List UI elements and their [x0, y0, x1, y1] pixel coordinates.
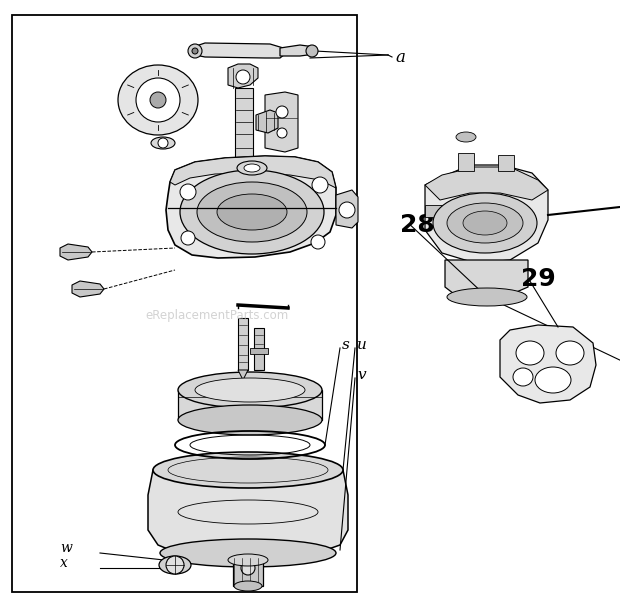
Text: eReplacementParts.com: eReplacementParts.com	[145, 309, 289, 322]
Ellipse shape	[118, 65, 198, 135]
Circle shape	[188, 44, 202, 58]
Ellipse shape	[513, 368, 533, 386]
Circle shape	[136, 78, 180, 122]
Bar	[458, 153, 474, 171]
Polygon shape	[190, 43, 290, 58]
Polygon shape	[280, 45, 315, 56]
Bar	[12, 15, 357, 592]
Polygon shape	[336, 190, 358, 228]
Circle shape	[312, 177, 328, 193]
Polygon shape	[256, 110, 278, 133]
Polygon shape	[148, 470, 348, 555]
Ellipse shape	[217, 194, 287, 230]
Polygon shape	[500, 325, 596, 403]
Circle shape	[277, 128, 287, 138]
Ellipse shape	[197, 182, 307, 242]
Polygon shape	[72, 281, 104, 297]
Polygon shape	[60, 244, 92, 260]
Ellipse shape	[463, 211, 507, 235]
Text: x: x	[60, 556, 68, 570]
Text: 29: 29	[521, 267, 556, 291]
Circle shape	[158, 138, 168, 148]
Circle shape	[192, 48, 198, 54]
Ellipse shape	[234, 560, 262, 576]
Circle shape	[311, 235, 325, 249]
Bar	[233, 558, 263, 586]
Bar	[178, 390, 322, 420]
Circle shape	[306, 45, 318, 57]
Ellipse shape	[535, 367, 571, 393]
Ellipse shape	[178, 405, 322, 435]
Circle shape	[166, 556, 184, 574]
Circle shape	[241, 561, 255, 575]
Bar	[250, 348, 268, 354]
Bar	[235, 88, 253, 163]
Ellipse shape	[160, 539, 336, 567]
Polygon shape	[445, 260, 528, 297]
Circle shape	[339, 202, 355, 218]
Bar	[238, 318, 248, 370]
Ellipse shape	[195, 378, 305, 402]
Text: a: a	[395, 49, 405, 66]
Circle shape	[276, 106, 288, 118]
Ellipse shape	[447, 203, 523, 243]
Ellipse shape	[456, 132, 476, 142]
Circle shape	[180, 184, 196, 200]
Text: s: s	[342, 338, 350, 352]
Circle shape	[150, 92, 166, 108]
Polygon shape	[170, 156, 336, 188]
Ellipse shape	[178, 372, 322, 408]
Text: 28: 28	[400, 212, 435, 237]
Ellipse shape	[234, 581, 262, 591]
Ellipse shape	[447, 288, 527, 306]
Polygon shape	[425, 165, 548, 263]
Polygon shape	[166, 156, 336, 258]
Ellipse shape	[232, 159, 256, 169]
Ellipse shape	[151, 137, 175, 149]
Ellipse shape	[228, 554, 268, 566]
Polygon shape	[238, 370, 248, 380]
Ellipse shape	[556, 341, 584, 365]
Text: v: v	[357, 368, 366, 382]
Ellipse shape	[433, 193, 537, 253]
Polygon shape	[425, 167, 548, 200]
Bar	[254, 328, 264, 370]
Text: u: u	[357, 338, 367, 352]
Bar	[425, 205, 443, 217]
Ellipse shape	[237, 161, 267, 175]
Polygon shape	[228, 64, 258, 88]
Ellipse shape	[180, 170, 324, 254]
Ellipse shape	[516, 341, 544, 365]
Bar	[498, 155, 514, 171]
Ellipse shape	[159, 556, 191, 574]
Text: w: w	[60, 541, 72, 555]
Ellipse shape	[153, 452, 343, 488]
Circle shape	[181, 231, 195, 245]
Ellipse shape	[244, 164, 260, 172]
Circle shape	[236, 70, 250, 84]
Polygon shape	[265, 92, 298, 152]
